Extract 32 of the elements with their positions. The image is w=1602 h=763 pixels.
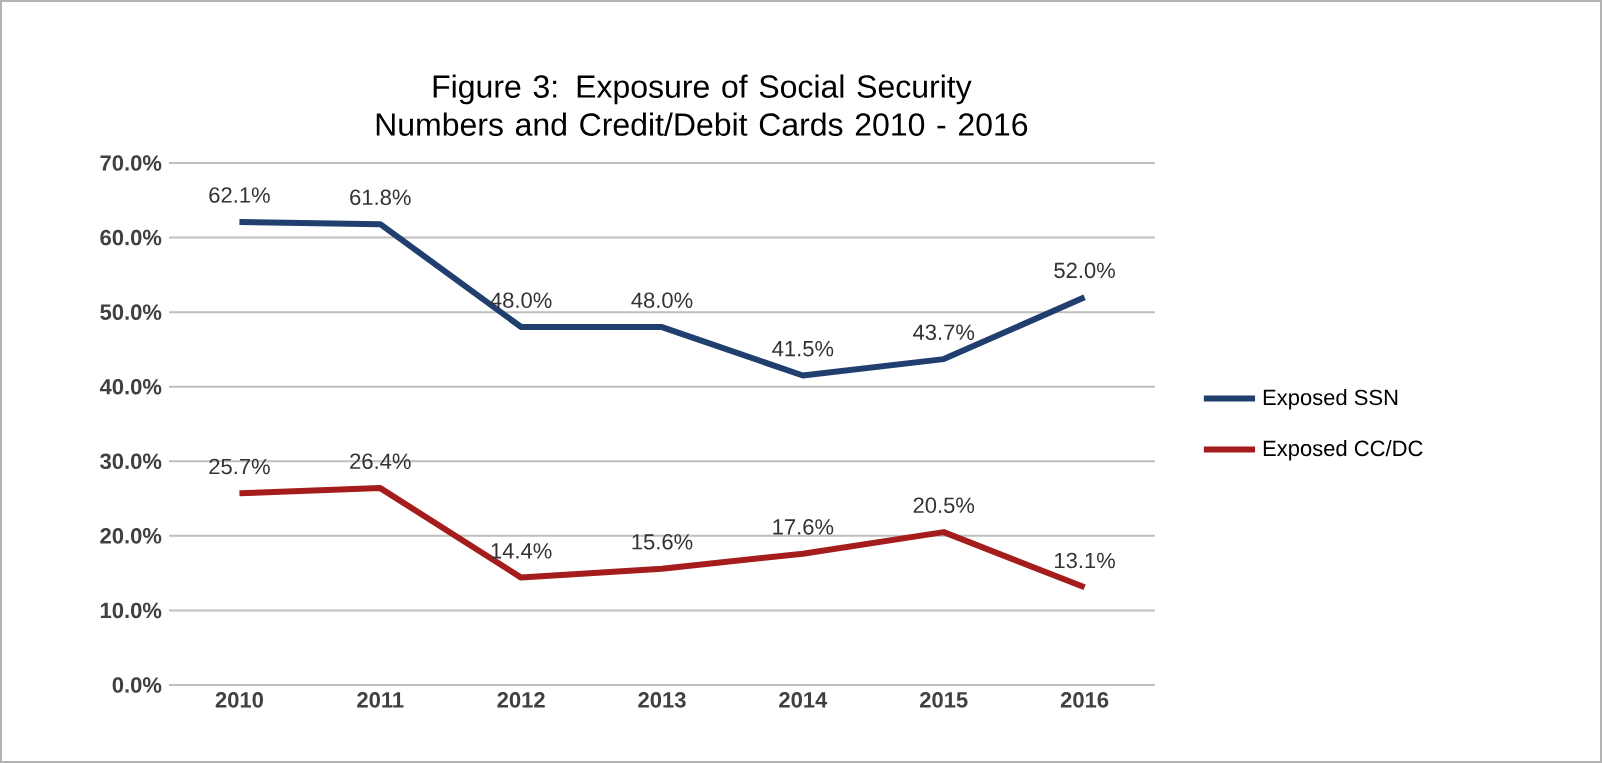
x-tick-label: 2011 xyxy=(357,692,404,708)
x-tick-label: 2014 xyxy=(779,692,828,708)
y-tick-label: 20.0% xyxy=(100,528,162,544)
data-label: 61.8% xyxy=(350,189,411,206)
data-label: 43.7% xyxy=(913,324,975,341)
data-label: 14.4% xyxy=(491,543,552,559)
chart-title: Figure 3: Exposure of Social Security Numbers and Credit/Debit Cards 2010 - 2016 xyxy=(376,74,1028,136)
data-label: 48.0% xyxy=(631,292,693,308)
x-tick-label: 2010 xyxy=(215,692,263,708)
data-label: 20.5% xyxy=(913,497,975,514)
data-label: 52.0% xyxy=(1054,262,1115,279)
legend-label: Exposed CC/DC xyxy=(1263,440,1423,461)
x-tick-label: 2015 xyxy=(920,692,968,708)
data-label: 41.5% xyxy=(772,340,834,357)
data-label: 13.1% xyxy=(1055,552,1115,569)
y-tick-label: 60.0% xyxy=(100,229,162,246)
y-tick-label: 0.0% xyxy=(112,677,162,693)
x-tick-label: 2012 xyxy=(497,692,545,708)
x-tick-label: 2013 xyxy=(638,692,686,708)
data-label: 25.7% xyxy=(209,458,270,475)
data-label: 48.0% xyxy=(490,292,552,308)
y-tick-label: 50.0% xyxy=(100,304,162,320)
data-label: 26.4% xyxy=(350,453,411,470)
x-tick-label: 2016 xyxy=(1060,692,1109,708)
legend-label: Exposed SSN xyxy=(1263,389,1398,410)
data-label: 62.1% xyxy=(209,187,270,203)
data-label: 17.6% xyxy=(773,519,834,535)
y-tick-label: 40.0% xyxy=(99,378,162,395)
y-tick-label: 70.0% xyxy=(100,155,162,171)
data-label: 15.6% xyxy=(632,534,693,550)
y-tick-label: 10.0% xyxy=(100,602,162,619)
y-tick-label: 30.0% xyxy=(100,453,162,470)
